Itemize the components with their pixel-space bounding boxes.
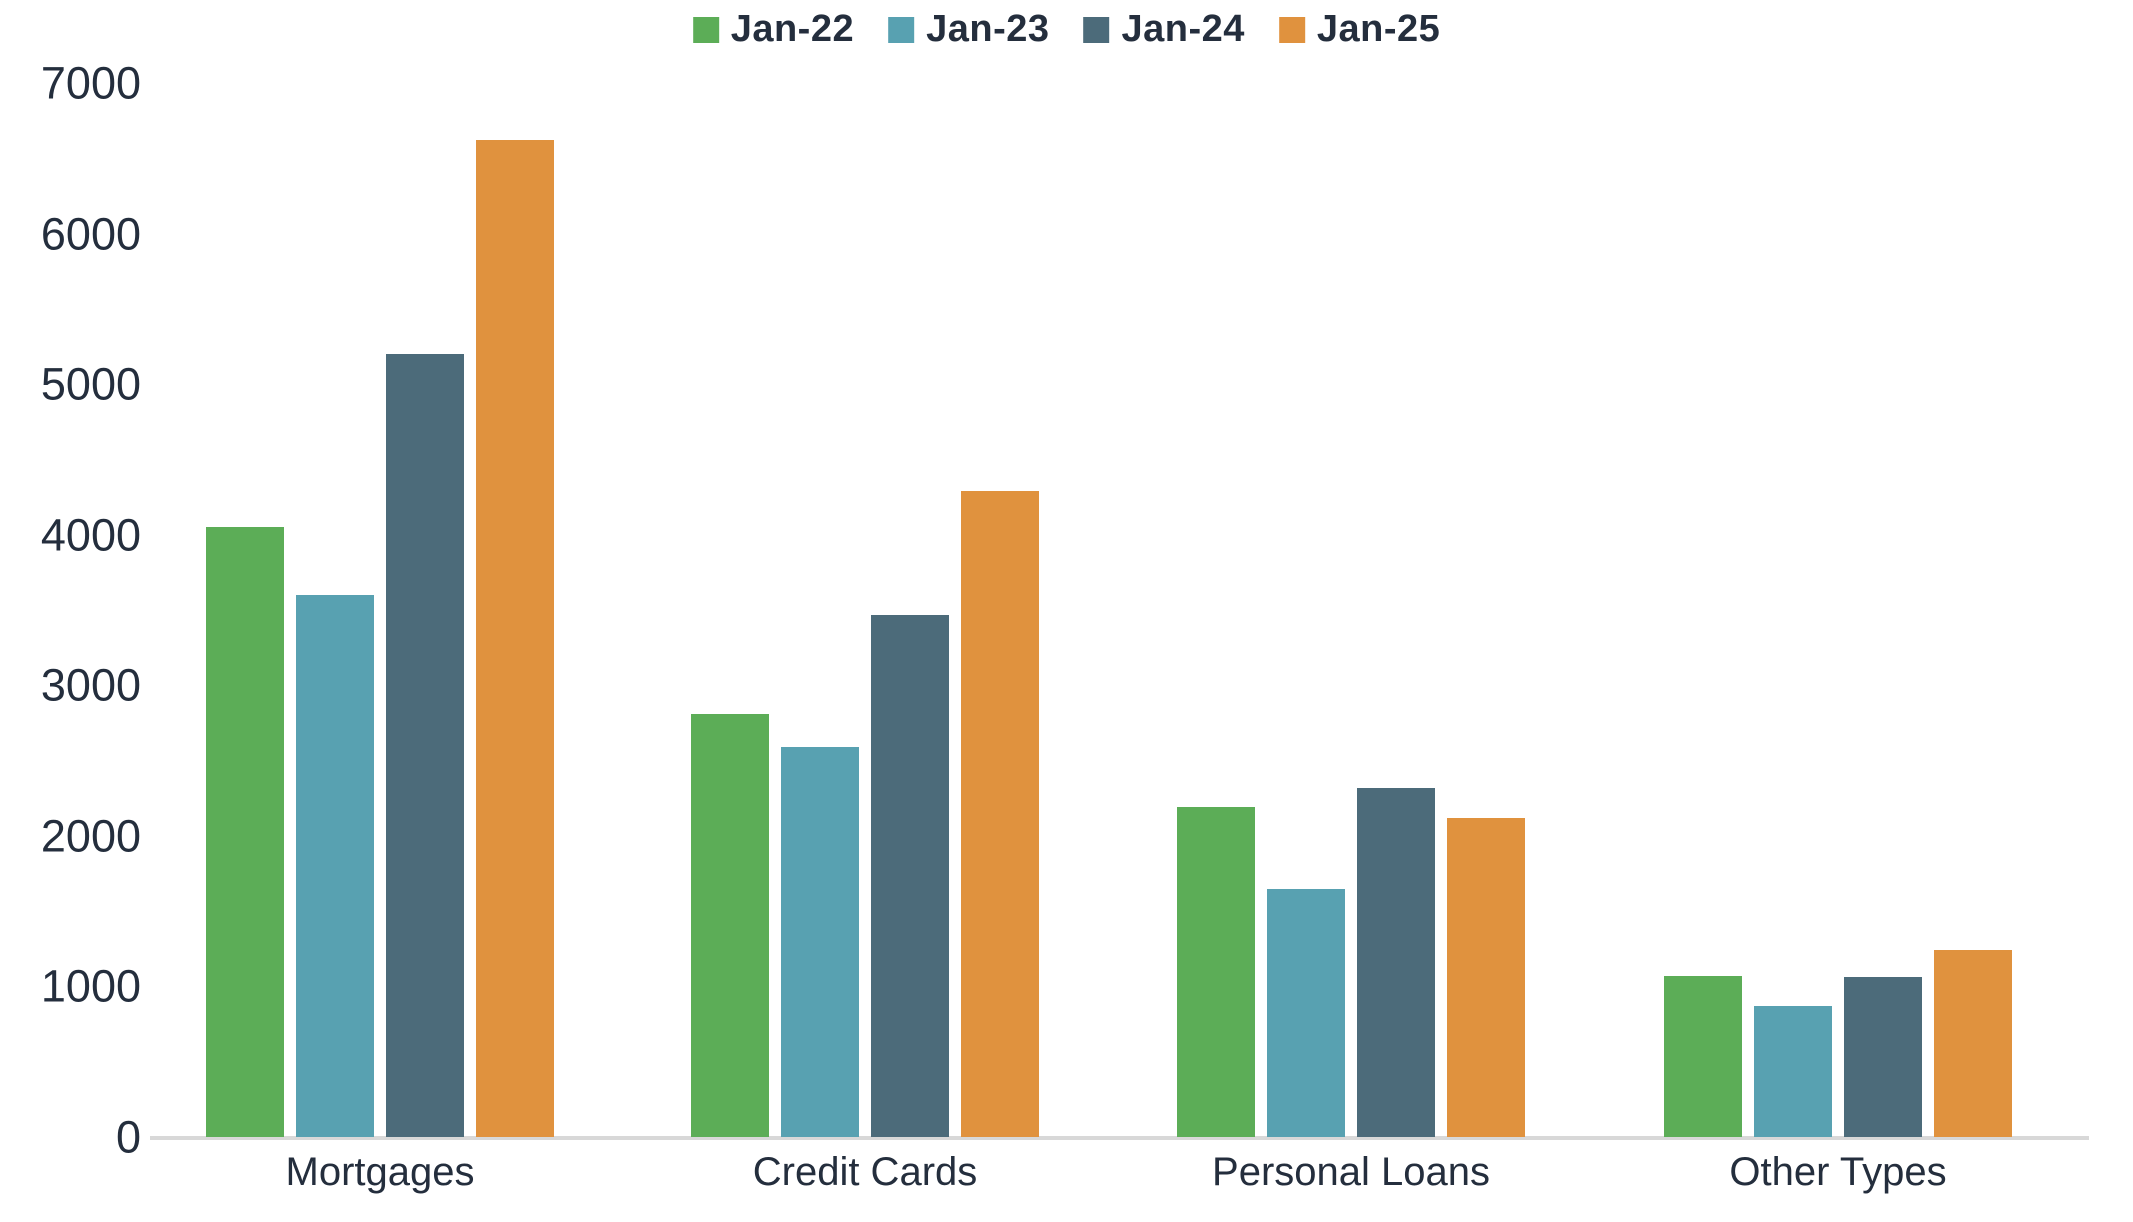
bar-credit-cards-jan-22 bbox=[691, 714, 769, 1137]
bar-other-types-jan-25 bbox=[1934, 950, 2012, 1137]
x-label-credit-cards: Credit Cards bbox=[752, 1150, 978, 1194]
legend-swatch-jan-24 bbox=[1083, 16, 1110, 43]
bar-other-types-jan-24 bbox=[1844, 977, 1922, 1137]
bar-mortgages-jan-23 bbox=[296, 595, 374, 1137]
legend-swatch-jan-23 bbox=[888, 16, 915, 43]
x-label-personal-loans: Personal Loans bbox=[1212, 1150, 1490, 1194]
legend-label-jan-22: Jan-22 bbox=[730, 8, 855, 50]
plot-area bbox=[150, 83, 2089, 1137]
bar-group-personal-loans bbox=[1177, 788, 1525, 1137]
bar-other-types-jan-22 bbox=[1664, 976, 1742, 1137]
bar-other-types-jan-23 bbox=[1754, 1006, 1832, 1137]
y-tick-label-3000: 3000 bbox=[40, 659, 141, 711]
legend-item-jan-23: Jan-23 bbox=[888, 8, 1049, 51]
y-tick-label-7000: 7000 bbox=[40, 57, 141, 109]
legend-item-jan-25: Jan-25 bbox=[1278, 8, 1441, 51]
x-label-other-types: Other Types bbox=[1729, 1150, 1947, 1194]
y-tick-label-4000: 4000 bbox=[40, 509, 141, 561]
legend-label-jan-23: Jan-23 bbox=[926, 8, 1050, 50]
bar-credit-cards-jan-25 bbox=[961, 491, 1039, 1137]
y-tick-label-2000: 2000 bbox=[40, 810, 141, 862]
legend-swatch-jan-25 bbox=[1278, 16, 1305, 43]
y-tick-label-1000: 1000 bbox=[40, 960, 141, 1012]
y-axis-tick-labels: 0 1000 2000 3000 4000 5000 6000 7000 bbox=[0, 61, 141, 1160]
bar-credit-cards-jan-24 bbox=[871, 615, 949, 1137]
legend-item-jan-24: Jan-24 bbox=[1083, 8, 1245, 51]
bar-credit-cards-jan-23 bbox=[781, 747, 859, 1137]
x-axis-line bbox=[150, 1136, 2089, 1140]
y-tick-label-0: 0 bbox=[115, 1111, 141, 1163]
bar-personal-loans-jan-25 bbox=[1447, 818, 1525, 1137]
bar-mortgages-jan-22 bbox=[206, 527, 284, 1137]
bar-mortgages-jan-24 bbox=[386, 354, 464, 1137]
bar-personal-loans-jan-23 bbox=[1267, 889, 1345, 1137]
bar-group-mortgages bbox=[206, 140, 554, 1137]
legend-label-jan-25: Jan-25 bbox=[1316, 8, 1441, 50]
y-tick-label-6000: 6000 bbox=[40, 208, 141, 260]
legend-label-jan-24: Jan-24 bbox=[1121, 8, 1245, 50]
bar-group-other-types bbox=[1664, 950, 2012, 1137]
bar-personal-loans-jan-22 bbox=[1177, 807, 1255, 1137]
y-tick-label-5000: 5000 bbox=[40, 358, 141, 410]
x-label-mortgages: Mortgages bbox=[285, 1150, 475, 1194]
chart-legend: Jan-22 Jan-23 Jan-24 Jan-25 bbox=[692, 8, 1441, 51]
legend-item-jan-22: Jan-22 bbox=[692, 8, 855, 51]
bar-personal-loans-jan-24 bbox=[1357, 788, 1435, 1137]
bar-mortgages-jan-25 bbox=[476, 140, 554, 1137]
bar-group-credit-cards bbox=[691, 491, 1039, 1137]
legend-swatch-jan-22 bbox=[692, 16, 719, 43]
x-axis-category-labels: Mortgages Credit Cards Personal Loans Other… bbox=[0, 1150, 2133, 1210]
